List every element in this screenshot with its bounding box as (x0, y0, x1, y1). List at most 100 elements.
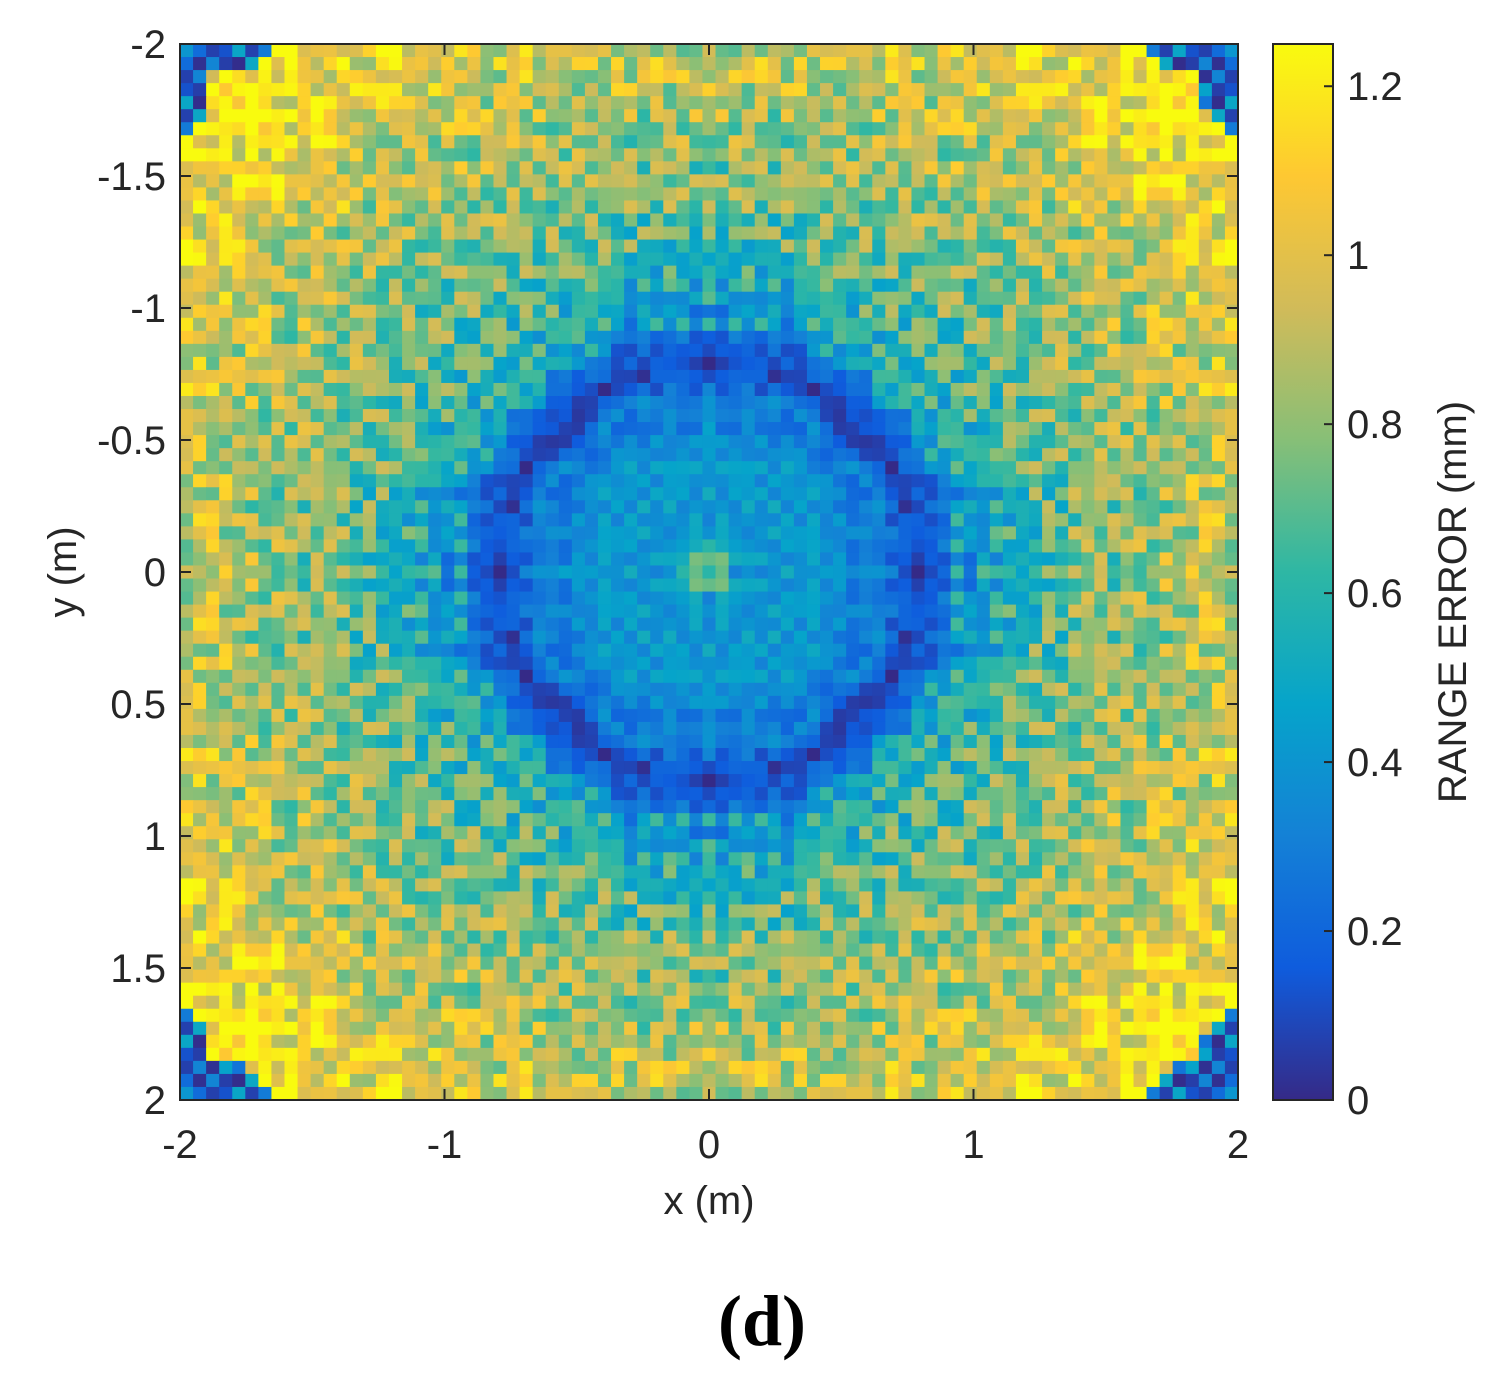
heatmap-cell (780, 396, 795, 410)
heatmap-cell (767, 161, 782, 175)
heatmap-cell (571, 343, 586, 358)
heatmap-cell (793, 70, 808, 84)
heatmap-cell (963, 682, 978, 697)
heatmap-cell (806, 578, 821, 593)
heatmap-cell (193, 135, 207, 149)
heatmap-cell (245, 409, 259, 423)
heatmap-cell (1002, 656, 1017, 671)
heatmap-cell (441, 669, 455, 684)
heatmap-cell (637, 539, 651, 554)
heatmap-cell (950, 174, 965, 189)
heatmap-cell (911, 435, 926, 449)
heatmap-cell (571, 565, 586, 580)
heatmap-cell (924, 83, 939, 97)
heatmap-cell (1015, 174, 1030, 189)
heatmap-cell (271, 200, 286, 215)
heatmap-cell (637, 787, 651, 801)
heatmap-cell (1068, 669, 1082, 684)
heatmap-cell (989, 435, 1004, 449)
heatmap-cell (545, 774, 560, 788)
heatmap-cell (963, 708, 978, 723)
heatmap-cell (506, 265, 521, 280)
heatmap-cell (428, 800, 442, 814)
heatmap-cell (689, 409, 704, 423)
heatmap-cell (362, 734, 377, 749)
heatmap-cell (310, 226, 325, 241)
heatmap-cell (597, 826, 612, 840)
heatmap-cell (715, 487, 730, 501)
heatmap-cell (388, 513, 403, 527)
heatmap-cell (519, 839, 534, 853)
heatmap-cell (1198, 643, 1213, 658)
heatmap-cell (532, 187, 547, 202)
heatmap-cell (1015, 252, 1030, 267)
heatmap-cell (362, 435, 377, 449)
heatmap-cell (362, 448, 377, 462)
heatmap-cell (415, 669, 429, 684)
heatmap-cell (989, 109, 1004, 123)
heatmap-cell (885, 213, 899, 228)
heatmap-cell (924, 774, 939, 788)
heatmap-cell (715, 396, 730, 410)
heatmap-cell (1107, 617, 1122, 632)
heatmap-cell (728, 591, 743, 606)
heatmap-cell (258, 474, 273, 488)
heatmap-cell (310, 526, 325, 541)
heatmap-cell (232, 409, 246, 423)
heatmap-cell (872, 552, 886, 567)
heatmap-cell (833, 213, 847, 228)
heatmap-cell (611, 148, 625, 162)
heatmap-cell (415, 748, 429, 762)
heatmap-cell (258, 122, 273, 136)
heatmap-cell (1133, 708, 1148, 723)
heatmap-cell (180, 396, 194, 410)
heatmap-cell (506, 187, 521, 202)
heatmap-cell (323, 161, 338, 175)
heatmap-cell (780, 226, 795, 241)
heatmap-cell (349, 448, 364, 462)
heatmap-cell (258, 591, 273, 606)
heatmap-cell (571, 265, 586, 280)
heatmap-cell (1172, 200, 1187, 215)
heatmap-cell (336, 695, 351, 710)
heatmap-cell (467, 787, 482, 801)
heatmap-cell (388, 109, 403, 123)
heatmap-cell (806, 213, 821, 228)
heatmap-cell (937, 774, 952, 788)
heatmap-cell (545, 565, 560, 580)
heatmap-cell (793, 83, 808, 97)
heatmap-cell (323, 474, 338, 488)
heatmap-cell (728, 187, 743, 202)
heatmap-cell (402, 278, 416, 293)
heatmap-cell (793, 356, 808, 371)
heatmap-cell (323, 708, 338, 723)
heatmap-cell (206, 682, 220, 697)
heatmap-cell (833, 369, 847, 384)
heatmap-cell (963, 617, 978, 632)
heatmap-cell (1029, 109, 1043, 123)
heatmap-cell (754, 656, 769, 671)
heatmap-cell (597, 656, 612, 671)
heatmap-cell (349, 174, 364, 189)
heatmap-cell (911, 761, 926, 775)
heatmap-cell (480, 500, 495, 514)
heatmap-cell (859, 174, 873, 189)
heatmap-cell (637, 44, 651, 58)
heatmap-cell (180, 500, 194, 514)
heatmap-cell (859, 774, 873, 788)
heatmap-cell (467, 278, 482, 293)
heatmap-cell (441, 135, 455, 149)
heatmap-cell (232, 552, 246, 567)
heatmap-cell (402, 643, 416, 658)
heatmap-cell (624, 278, 638, 293)
heatmap-cell (1068, 461, 1082, 475)
heatmap-cell (584, 669, 599, 684)
heatmap-cell (689, 800, 704, 814)
heatmap-cell (989, 148, 1004, 162)
heatmap-cell (637, 369, 651, 384)
heatmap-cell (1042, 474, 1056, 488)
heatmap-cell (924, 708, 939, 723)
heatmap-cell (976, 96, 991, 110)
heatmap-cell (441, 761, 455, 775)
heatmap-cell (506, 552, 521, 567)
